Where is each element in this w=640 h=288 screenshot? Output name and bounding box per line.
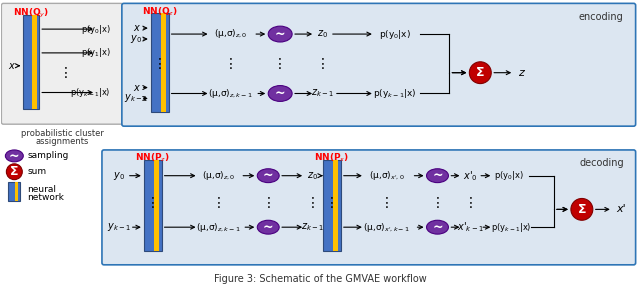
Text: x': x' <box>616 204 625 214</box>
Text: x'$_{k-1}$: x'$_{k-1}$ <box>457 220 484 234</box>
Ellipse shape <box>426 169 449 183</box>
Text: ~: ~ <box>275 28 285 41</box>
Text: ⋮: ⋮ <box>59 66 73 80</box>
Text: (μ,σ)$_{x',0}$: (μ,σ)$_{x',0}$ <box>369 169 404 182</box>
Text: ⋮: ⋮ <box>223 57 237 71</box>
Text: p(y$_{k-1}$|x): p(y$_{k-1}$|x) <box>373 87 417 100</box>
Ellipse shape <box>5 150 23 162</box>
Text: NN(Q$_z$): NN(Q$_z$) <box>142 5 178 18</box>
Text: ~: ~ <box>432 169 443 182</box>
Text: ⋮: ⋮ <box>306 196 320 211</box>
Text: (μ,σ)$_{z,0}$: (μ,σ)$_{z,0}$ <box>202 169 236 182</box>
Bar <box>161 13 166 112</box>
Text: z$_0$: z$_0$ <box>307 170 319 182</box>
Text: ⋮: ⋮ <box>431 196 444 211</box>
Text: p(y$_{k-1}$|x): p(y$_{k-1}$|x) <box>70 86 111 99</box>
Ellipse shape <box>268 86 292 101</box>
Text: NN(Q$_y$): NN(Q$_y$) <box>13 7 49 20</box>
Text: ⋮: ⋮ <box>463 196 477 211</box>
Text: p(y$_1$|x): p(y$_1$|x) <box>81 46 111 59</box>
Text: encoding: encoding <box>579 12 623 22</box>
Ellipse shape <box>426 220 449 234</box>
Text: y$_0$: y$_0$ <box>113 170 125 182</box>
Text: ~: ~ <box>263 169 273 182</box>
Text: Σ: Σ <box>578 203 586 216</box>
Text: x: x <box>8 61 14 71</box>
Text: ⋮: ⋮ <box>211 196 225 211</box>
Text: NN(P$_x$): NN(P$_x$) <box>314 151 349 164</box>
Text: sampling: sampling <box>28 151 68 160</box>
Text: (μ,σ)$_{x',k-1}$: (μ,σ)$_{x',k-1}$ <box>364 221 410 234</box>
Text: x: x <box>133 83 139 92</box>
Text: ~: ~ <box>432 221 443 234</box>
Text: Σ: Σ <box>10 165 19 178</box>
Text: x: x <box>133 23 139 33</box>
Text: ~: ~ <box>9 149 20 162</box>
Text: ⋮: ⋮ <box>146 196 159 211</box>
Ellipse shape <box>469 62 492 84</box>
Text: (μ,σ)$_{z,k-1}$: (μ,σ)$_{z,k-1}$ <box>208 87 253 100</box>
Bar <box>32 15 36 109</box>
Ellipse shape <box>257 220 279 234</box>
Bar <box>144 160 162 251</box>
Text: z$_{k-1}$: z$_{k-1}$ <box>301 221 324 233</box>
FancyBboxPatch shape <box>1 3 123 124</box>
Bar <box>8 182 20 201</box>
Ellipse shape <box>571 198 593 220</box>
Text: decoding: decoding <box>579 158 623 168</box>
Bar <box>23 15 39 109</box>
Text: sum: sum <box>28 167 47 176</box>
Text: p(y$_{k-1}$|x): p(y$_{k-1}$|x) <box>491 221 531 234</box>
Text: y$_0$: y$_0$ <box>130 33 142 45</box>
Text: Σ: Σ <box>476 66 484 79</box>
Text: neural: neural <box>28 185 56 194</box>
Text: (μ,σ)$_{z,0}$: (μ,σ)$_{z,0}$ <box>214 28 247 41</box>
Bar <box>323 160 341 251</box>
Text: ⋮: ⋮ <box>273 57 287 71</box>
Text: ~: ~ <box>275 87 285 100</box>
Text: ⋮: ⋮ <box>153 57 166 71</box>
Ellipse shape <box>6 164 22 180</box>
Text: ⋮: ⋮ <box>261 196 275 211</box>
Text: z$_{k-1}$: z$_{k-1}$ <box>312 88 335 99</box>
Text: Figure 3: Schematic of the GMVAE workflow: Figure 3: Schematic of the GMVAE workflo… <box>214 274 426 284</box>
Text: (μ,σ)$_{z,k-1}$: (μ,σ)$_{z,k-1}$ <box>196 221 241 234</box>
FancyBboxPatch shape <box>102 150 636 265</box>
FancyBboxPatch shape <box>122 3 636 126</box>
Text: ⋮: ⋮ <box>325 196 339 211</box>
Text: p(y$_0$|x): p(y$_0$|x) <box>494 169 524 182</box>
Text: z: z <box>518 68 524 78</box>
Text: p(y$_0$|x): p(y$_0$|x) <box>379 28 411 41</box>
Text: y$_{k-1}$: y$_{k-1}$ <box>124 92 148 105</box>
Text: ⋮: ⋮ <box>316 57 330 71</box>
Ellipse shape <box>268 26 292 42</box>
Bar <box>154 160 159 251</box>
Bar <box>333 160 338 251</box>
Text: x'$_0$: x'$_0$ <box>463 169 477 183</box>
Text: z$_0$: z$_0$ <box>317 28 328 40</box>
Text: assignments: assignments <box>35 137 89 145</box>
Ellipse shape <box>257 169 279 183</box>
Text: ⋮: ⋮ <box>380 196 394 211</box>
Bar <box>15 182 19 201</box>
Text: p(y$_0$|x): p(y$_0$|x) <box>81 23 111 36</box>
Text: network: network <box>28 193 64 202</box>
Text: probabilistic cluster: probabilistic cluster <box>20 129 104 138</box>
Bar <box>151 13 169 112</box>
Text: ~: ~ <box>263 221 273 234</box>
Text: y$_{k-1}$: y$_{k-1}$ <box>107 221 131 233</box>
Text: NN(P$_z$): NN(P$_z$) <box>135 151 170 164</box>
